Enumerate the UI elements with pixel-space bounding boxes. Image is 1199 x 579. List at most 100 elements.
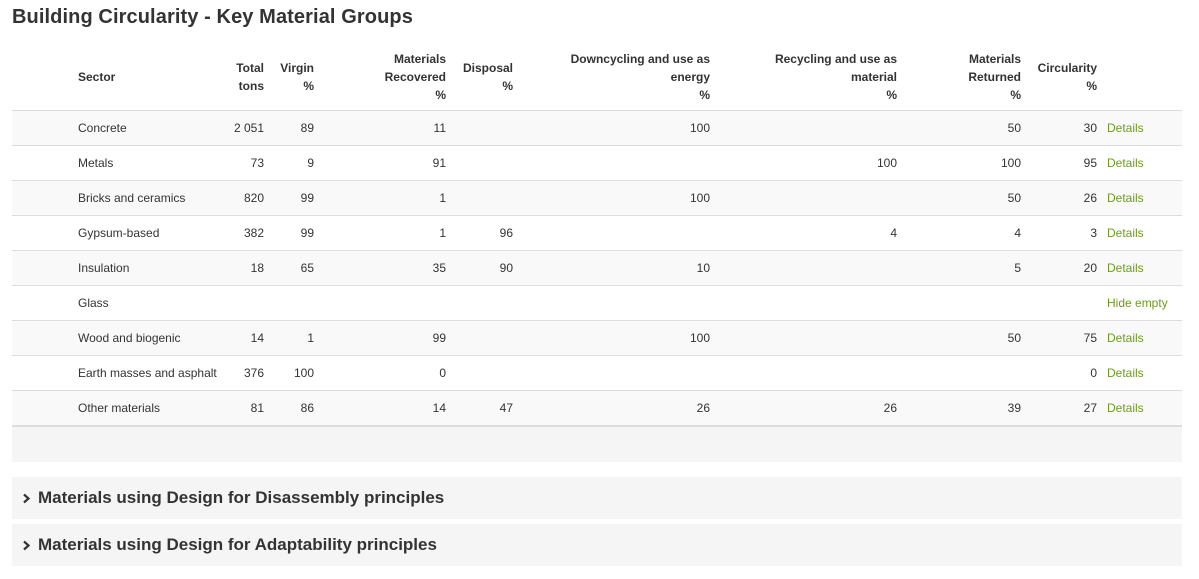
cell-total: 18: [222, 250, 270, 286]
details-link[interactable]: Details: [1107, 366, 1144, 380]
cell-total: 81: [222, 390, 270, 426]
cell-recovered: 91: [320, 145, 452, 181]
cell-circularity: 75: [1027, 320, 1103, 356]
details-link[interactable]: Details: [1107, 261, 1144, 275]
cell-circularity: 95: [1027, 145, 1103, 181]
panel-design-for-adaptability[interactable]: Materials using Design for Adaptability …: [12, 524, 1182, 566]
cell-returned: [903, 355, 1027, 391]
header-recycling: Recycling and use as material %: [716, 50, 903, 111]
cell-downcycling: 26: [519, 390, 716, 426]
cell-recycling: [716, 355, 903, 391]
cell-disposal: [452, 320, 519, 356]
cell-virgin: 65: [270, 250, 320, 286]
cell-total: 376: [222, 355, 270, 391]
header-total: Total tons: [222, 50, 270, 111]
details-link[interactable]: Details: [1107, 226, 1144, 240]
cell-returned: [903, 285, 1027, 321]
header-recycling-line1: Recycling and use as: [774, 52, 897, 66]
table-row: Other materials 81 86 14 47 26 26 39 27 …: [12, 390, 1182, 426]
cell-recovered: 1: [320, 180, 452, 216]
header-returned-line1: Materials: [968, 52, 1021, 66]
cell-sector: Metals: [12, 145, 222, 181]
cell-total: 382: [222, 215, 270, 251]
cell-downcycling: 100: [519, 110, 716, 146]
cell-action: Details: [1103, 320, 1182, 356]
cell-recycling: [716, 285, 903, 321]
cell-downcycling: 10: [519, 250, 716, 286]
cell-returned: 50: [903, 180, 1027, 216]
cell-action: Details: [1103, 180, 1182, 216]
cell-circularity: 0: [1027, 355, 1103, 391]
cell-returned: 39: [903, 390, 1027, 426]
table-row: Wood and biogenic 14 1 99 100 50 75 Deta…: [12, 320, 1182, 356]
cell-action: Details: [1103, 390, 1182, 426]
cell-virgin: 9: [270, 145, 320, 181]
cell-total: 820: [222, 180, 270, 216]
header-circularity-line: Circularity: [1037, 61, 1097, 75]
cell-returned: 5: [903, 250, 1027, 286]
header-disposal-line: Disposal: [462, 61, 513, 75]
cell-recycling: 26: [716, 390, 903, 426]
cell-action: Hide empty: [1103, 285, 1182, 321]
cell-returned: 50: [903, 320, 1027, 356]
header-recovered-unit: %: [435, 88, 446, 102]
cell-virgin: 100: [270, 355, 320, 391]
details-link[interactable]: Details: [1107, 121, 1144, 135]
cell-recycling: [716, 320, 903, 356]
header-actions: [1103, 50, 1182, 111]
cell-sector: Gypsum-based: [12, 215, 222, 251]
header-sector: Sector: [78, 70, 116, 84]
cell-recycling: 4: [716, 215, 903, 251]
cell-downcycling: [519, 355, 716, 391]
cell-recovered: 99: [320, 320, 452, 356]
cell-virgin: 99: [270, 180, 320, 216]
panel-title: Materials using Design for Disassembly p…: [38, 488, 445, 507]
cell-total: [222, 285, 270, 321]
details-link[interactable]: Details: [1107, 400, 1144, 415]
cell-sector: Bricks and ceramics: [12, 180, 222, 216]
cell-recovered: 11: [320, 110, 452, 146]
cell-action: Details: [1103, 215, 1182, 251]
table-header-row: Sector Total tons Virgin % Materials Rec…: [12, 50, 1182, 111]
header-recovered-line1: Materials: [393, 52, 446, 66]
table-row: Glass Hide empty: [12, 285, 1182, 321]
header-virgin-unit: %: [303, 79, 314, 93]
cell-action: Details: [1103, 250, 1182, 286]
header-circularity: Circularity %: [1027, 50, 1103, 111]
table-footer: [12, 424, 1182, 462]
header-total-line: Total: [236, 61, 264, 75]
header-recycling-line2: material: [850, 70, 897, 84]
table-row: Concrete 2 051 89 11 100 50 30 Details: [12, 110, 1182, 146]
details-link[interactable]: Details: [1107, 191, 1144, 205]
cell-disposal: [452, 145, 519, 181]
cell-sector: Concrete: [12, 110, 222, 146]
cell-disposal: [452, 110, 519, 146]
panel-design-for-disassembly[interactable]: Materials using Design for Disassembly p…: [12, 477, 1182, 519]
cell-virgin: [270, 285, 320, 321]
cell-recycling: [716, 110, 903, 146]
details-link[interactable]: Details: [1107, 156, 1144, 170]
cell-disposal: [452, 355, 519, 391]
cell-recovered: 35: [320, 250, 452, 286]
cell-circularity: [1027, 285, 1103, 321]
header-virgin: Virgin %: [270, 50, 320, 111]
table-row: Gypsum-based 382 99 1 96 4 4 3 Details: [12, 215, 1182, 251]
header-recovered: Materials Recovered %: [320, 50, 452, 111]
circularity-table: Sector Total tons Virgin % Materials Rec…: [12, 50, 1182, 462]
details-link[interactable]: Details: [1107, 331, 1144, 345]
cell-action: Details: [1103, 110, 1182, 146]
header-disposal-unit: %: [502, 79, 513, 93]
cell-recovered: 1: [320, 215, 452, 251]
cell-recycling: [716, 180, 903, 216]
cell-recycling: 100: [716, 145, 903, 181]
hide-empty-link[interactable]: Hide empty: [1107, 296, 1168, 310]
header-recycling-unit: %: [886, 88, 897, 102]
header-downcycling-unit: %: [699, 88, 710, 102]
table-row: Bricks and ceramics 820 99 1 100 50 26 D…: [12, 180, 1182, 216]
cell-downcycling: [519, 215, 716, 251]
cell-sector: Earth masses and asphalt: [12, 355, 222, 391]
header-downcycling-line2: energy: [670, 70, 710, 84]
cell-sector: Insulation: [12, 250, 222, 286]
cell-recovered: [320, 285, 452, 321]
cell-returned: 50: [903, 110, 1027, 146]
